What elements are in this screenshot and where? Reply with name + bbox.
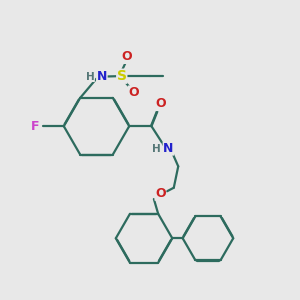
Text: N: N	[97, 70, 107, 83]
Text: F: F	[31, 120, 40, 133]
Text: O: O	[155, 187, 166, 200]
Text: O: O	[128, 86, 139, 99]
Text: H: H	[152, 143, 161, 154]
Text: O: O	[121, 50, 131, 63]
Text: S: S	[117, 69, 127, 83]
Text: H: H	[85, 71, 94, 82]
Text: N: N	[163, 142, 174, 155]
Text: O: O	[155, 98, 166, 110]
